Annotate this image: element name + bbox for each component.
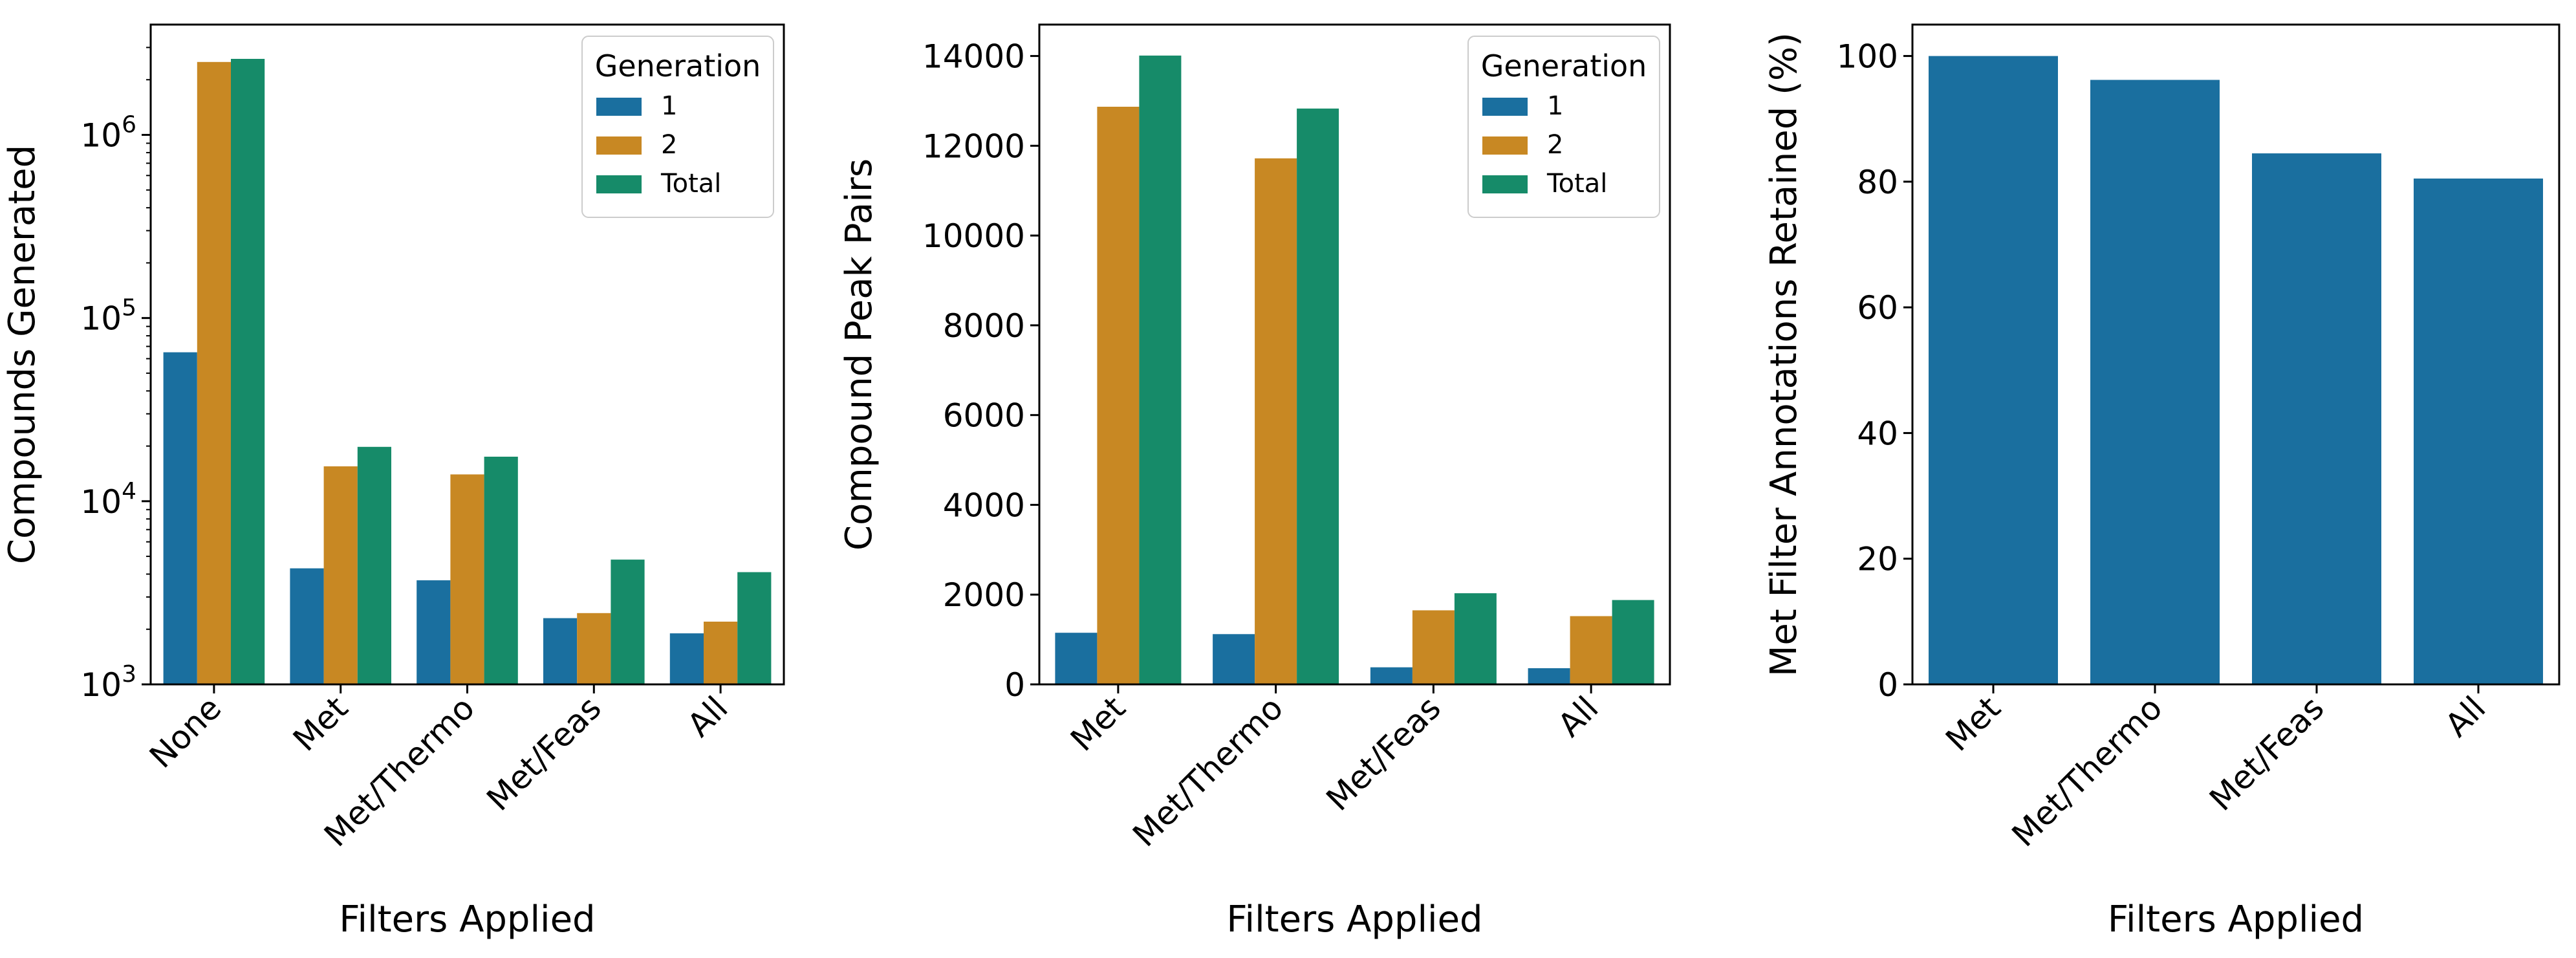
y-tick-label: 104 <box>80 478 136 521</box>
legend: Generation 1 2 Total <box>1467 36 1660 218</box>
bar-met-feas-series-1 <box>1370 667 1412 684</box>
bar-met <box>1929 56 2058 685</box>
y-tick-label: 20 <box>1857 541 1898 578</box>
bar-met-feas-series-1 <box>543 618 578 684</box>
y-tick-label: 60 <box>1857 289 1898 327</box>
bar-met-series-3 <box>1139 55 1182 684</box>
bar-met-series-1 <box>290 568 324 684</box>
x-axis-label: Filters Applied <box>2108 898 2364 941</box>
bar-all <box>2414 179 2543 684</box>
bar-met-series-2 <box>1097 107 1140 684</box>
legend-swatch-2 <box>596 136 642 155</box>
bar-met-thermo-series-2 <box>450 474 484 684</box>
legend-label: Total <box>660 169 721 199</box>
y-tick-label: 80 <box>1857 164 1898 201</box>
bar-met-thermo-series-1 <box>1213 634 1255 684</box>
legend-swatch-1 <box>596 98 642 116</box>
x-tick-label: Met/Feas <box>2202 689 2331 818</box>
bar-all-series-2 <box>704 622 738 684</box>
x-axis-label: Filters Applied <box>339 898 595 941</box>
legend-label: 2 <box>661 130 677 160</box>
x-tick-label: Met/Feas <box>480 689 609 818</box>
y-axis-label: Compound Peak Pairs <box>838 158 880 550</box>
bar-met-series-3 <box>357 446 391 684</box>
x-tick-label: None <box>142 689 228 775</box>
y-tick-label: 40 <box>1857 415 1898 452</box>
plot-frame <box>1038 23 1671 686</box>
x-tick-label: Met/Feas <box>1319 689 1448 818</box>
legend-swatch-1 <box>1482 98 1528 116</box>
bar-met-thermo-series-2 <box>1255 158 1297 685</box>
legend-label: 2 <box>1547 130 1563 160</box>
bar-all-series-3 <box>1612 600 1654 684</box>
bar-all-series-1 <box>1528 668 1570 684</box>
x-tick-label: All <box>680 689 735 744</box>
x-axis-label: Filters Applied <box>1226 898 1482 941</box>
y-tick-label: 0 <box>1878 666 1898 704</box>
bar-met-feas <box>2252 153 2381 685</box>
bar-met-thermo <box>2090 80 2220 684</box>
legend-label: 1 <box>661 91 677 121</box>
y-axis-label: Compounds Generated <box>1 145 43 564</box>
y-tick-label: 6000 <box>943 397 1025 435</box>
y-tick-label: 106 <box>80 111 136 154</box>
y-tick-label: 12000 <box>922 127 1025 165</box>
y-axis-label: Met Filter Annotations Retained (%) <box>1763 32 1805 677</box>
bar-none-series-1 <box>163 352 197 684</box>
y-tick-label: 100 <box>1837 38 1898 76</box>
x-tick-label: Met <box>286 689 355 758</box>
legend-title: Generation <box>595 49 761 83</box>
x-tick-label: All <box>2438 689 2493 744</box>
y-tick-label: 103 <box>80 661 136 704</box>
x-tick-label: Met/Thermo <box>2005 689 2170 854</box>
bar-met-series-1 <box>1055 633 1098 684</box>
legend-box <box>1467 36 1660 218</box>
bar-all-series-3 <box>737 572 772 684</box>
x-tick-label: All <box>1551 689 1606 744</box>
bar-none-series-2 <box>197 61 231 685</box>
legend-label: 1 <box>1547 91 1563 121</box>
y-tick-label: 14000 <box>922 38 1025 76</box>
plot-frame <box>1911 23 2560 686</box>
y-tick-label: 8000 <box>943 307 1025 345</box>
y-tick-label: 105 <box>80 295 136 338</box>
bar-met-series-2 <box>323 466 358 684</box>
legend: Generation 1 2 Total <box>581 36 774 218</box>
x-tick-label: Met/Thermo <box>1125 689 1290 854</box>
bar-met-thermo-series-1 <box>417 580 451 684</box>
x-tick-label: Met <box>1938 689 2008 758</box>
bar-met-feas-series-2 <box>1412 610 1455 684</box>
legend-swatch-2 <box>1482 136 1528 155</box>
bar-met-feas-series-3 <box>611 560 645 684</box>
legend-label: Total <box>1546 169 1607 199</box>
bar-none-series-3 <box>231 59 265 684</box>
chart-panel-2: 0 2000 4000 6000 8000 10000 12000 14000 MetMet/T… <box>838 23 1671 941</box>
x-tick-label: Met <box>1063 689 1132 758</box>
bar-met-thermo-series-3 <box>1297 108 1339 685</box>
legend-swatch-3 <box>596 175 642 193</box>
bar-met-feas-series-3 <box>1454 593 1497 684</box>
y-tick-label: 4000 <box>943 486 1025 524</box>
y-tick-label: 10000 <box>922 217 1025 255</box>
bar-all-series-2 <box>1570 616 1612 684</box>
y-tick-label: 2000 <box>943 576 1025 614</box>
legend-swatch-3 <box>1482 175 1528 193</box>
y-tick-label: 0 <box>1004 666 1025 704</box>
bar-met-thermo-series-3 <box>484 457 518 684</box>
legend-box <box>581 36 774 218</box>
bar-met-feas-series-2 <box>577 613 611 684</box>
legend-title: Generation <box>1481 49 1647 83</box>
bar-all-series-1 <box>669 633 704 684</box>
